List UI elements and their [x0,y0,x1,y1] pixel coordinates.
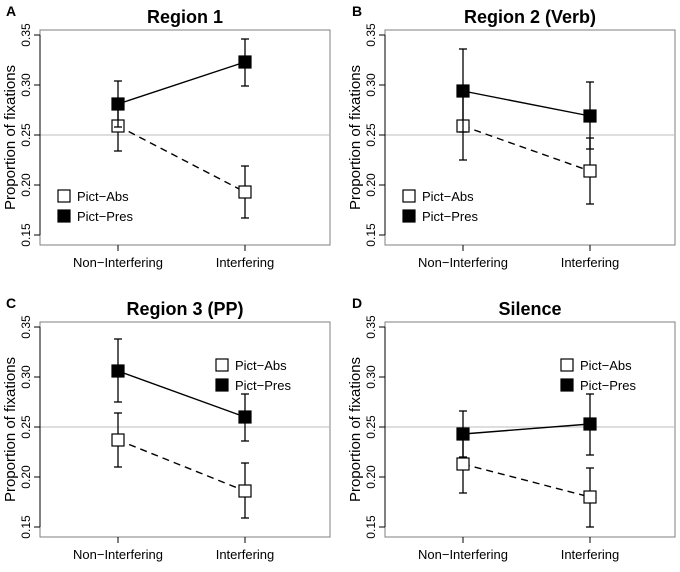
panel-title: Region 3 (PP) [126,299,243,319]
panel-letter: C [6,295,16,311]
y-tick-label: 0.25 [364,123,378,147]
panel-a: A Region 1 0.15 0.20 0.25 0.30 0.35 Proportion … [2,3,331,270]
x-tick-label: Interfering [216,547,275,562]
data-point [238,410,252,424]
y-tick-label: 0.35 [364,315,378,339]
series-pict-pres [456,48,597,150]
series-line [462,125,591,172]
y-tick-label: 0.20 [364,465,378,489]
series-line [462,463,591,498]
panel-letter: B [352,3,362,19]
legend-label: Pict−Abs [77,189,129,204]
panel-letter: D [352,295,362,311]
y-tick-label: 0.15 [19,223,33,247]
x-tick-label: Non−Interfering [73,255,163,270]
series-pict-pres [111,338,252,442]
series-line [117,439,246,492]
data-point [238,185,252,199]
y-tick-label: 0.35 [19,23,33,47]
legend-label: Pict−Abs [580,358,632,373]
legend-marker [402,189,416,203]
legend-marker [560,378,574,392]
y-tick-label: 0.35 [19,315,33,339]
legend: Pict−Abs Pict−Pres [560,358,636,393]
series-line [462,90,591,117]
series-pict-pres [111,38,252,128]
series-line [117,125,246,193]
x-tick-label: Interfering [561,547,620,562]
plot-frame [384,321,676,538]
legend-marker [57,209,71,223]
series-pict-pres [456,393,597,458]
y-tick-label: 0.30 [19,365,33,389]
y-tick-label: 0.20 [19,465,33,489]
y-tick-label: 0.30 [364,73,378,97]
y-tick-label: 0.30 [19,73,33,97]
series-line [117,370,246,418]
legend-label: Pict−Abs [422,189,474,204]
legend-marker [57,189,71,203]
panel-c: C Region 3 (PP) 0.15 0.20 0.25 0.30 0.35 Propor… [2,295,331,562]
panel-d: D Silence 0.15 0.20 0.25 0.30 0.35 Proportion o… [347,295,676,562]
legend-marker [560,358,574,372]
y-tick-label: 0.25 [19,415,33,439]
data-point [583,490,597,504]
data-point [456,457,470,471]
series-pict-abs [456,435,597,528]
legend-label: Pict−Abs [235,358,287,373]
y-tick-label: 0.35 [364,23,378,47]
x-tick-label: Interfering [561,255,620,270]
panel-title: Silence [498,299,561,319]
x-tick-label: Non−Interfering [418,547,508,562]
series-line [117,61,246,105]
data-point [111,97,125,111]
legend-label: Pict−Pres [235,378,291,393]
legend: Pict−Abs Pict−Pres [215,358,291,393]
series-pict-abs [111,412,252,519]
data-point [238,55,252,69]
legend-marker [215,378,229,392]
y-axis-label: Proportion of fixations [347,65,364,210]
series-pict-abs [456,92,597,205]
y-axis-label: Proportion of fixations [2,65,19,210]
legend-label: Pict−Pres [580,378,636,393]
legend: Pict−Abs Pict−Pres [402,189,478,224]
panel-title: Region 1 [147,7,223,27]
y-axis-label: Proportion of fixations [347,357,364,502]
series-pict-abs [111,101,252,219]
y-tick-label: 0.25 [364,415,378,439]
y-tick-label: 0.15 [364,223,378,247]
y-tick-label: 0.25 [19,123,33,147]
x-tick-label: Interfering [216,255,275,270]
plot-frame [39,321,331,538]
panel-b: B Region 2 (Verb) 0.15 0.20 0.25 0.30 0.35 Prop… [347,3,676,270]
data-point [111,364,125,378]
legend-marker [402,209,416,223]
y-tick-label: 0.20 [364,173,378,197]
legend: Pict−Abs Pict−Pres [57,189,133,224]
panel-title: Region 2 (Verb) [464,7,596,27]
data-point [238,484,252,498]
y-tick-label: 0.20 [19,173,33,197]
legend-label: Pict−Pres [77,209,133,224]
legend-label: Pict−Pres [422,209,478,224]
x-tick-label: Non−Interfering [73,547,163,562]
y-tick-label: 0.15 [364,515,378,539]
panel-letter: A [6,3,16,19]
data-point [456,84,470,98]
legend-marker [215,358,229,372]
data-point [111,433,125,447]
x-tick-label: Non−Interfering [418,255,508,270]
series-line [462,423,591,435]
data-point [456,427,470,441]
data-point [583,109,597,123]
y-axis-label: Proportion of fixations [2,357,19,502]
data-point [583,417,597,431]
y-tick-label: 0.30 [364,365,378,389]
y-tick-label: 0.15 [19,515,33,539]
data-point [583,164,597,178]
